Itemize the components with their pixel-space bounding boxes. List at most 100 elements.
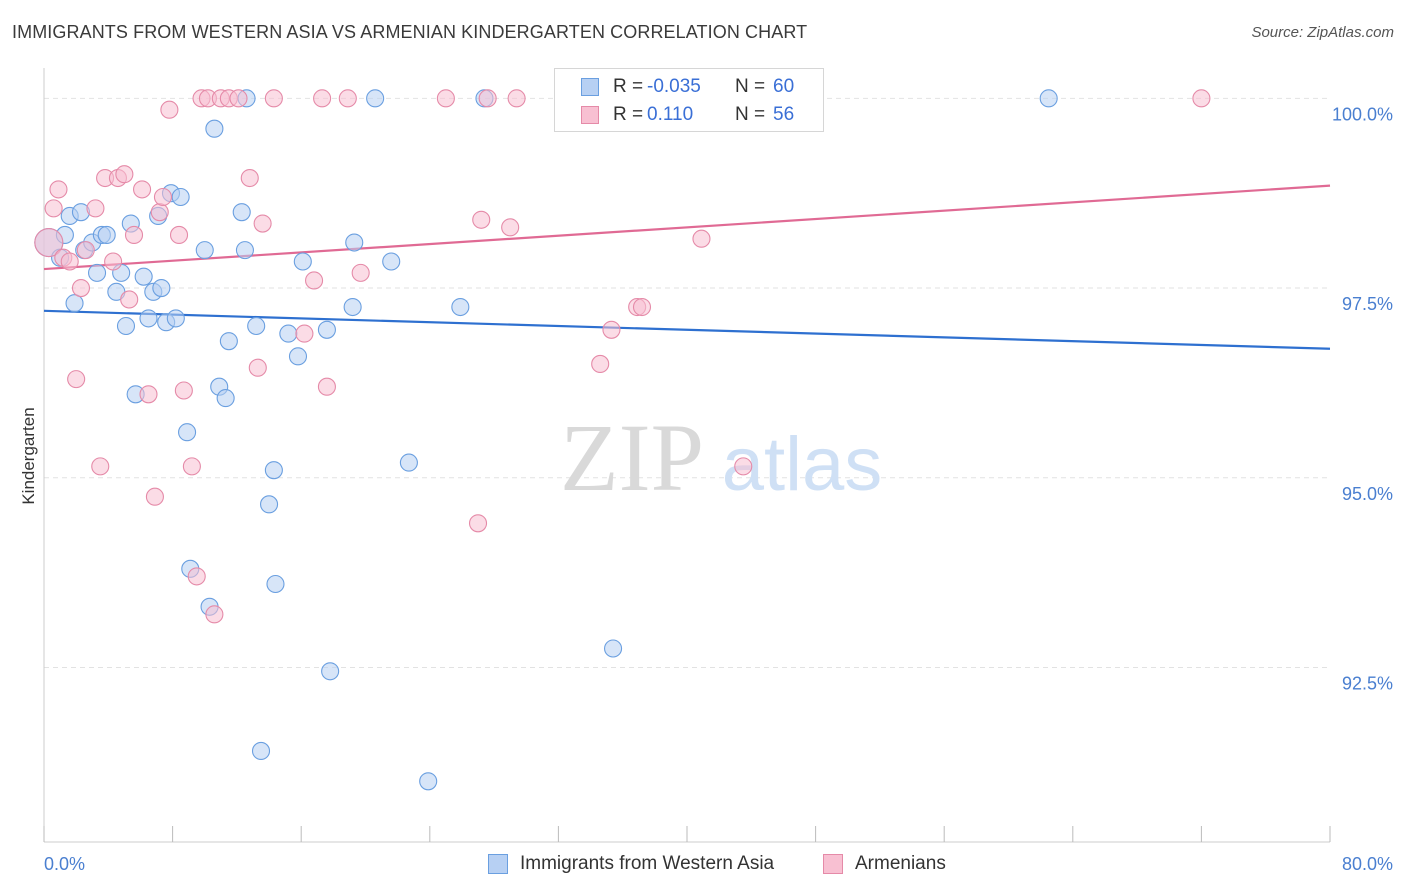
- data-point-armenians: [60, 252, 79, 271]
- data-point-western-asia: [216, 389, 235, 408]
- data-point-western-asia: [178, 423, 197, 442]
- data-point-armenians: [86, 199, 105, 218]
- legend-n-label: N =: [735, 104, 766, 125]
- data-point-armenians: [120, 290, 139, 309]
- tick-labels: 100.0% 97.5% 95.0% 92.5% 0.0% 80.0%: [44, 104, 1393, 874]
- data-point-armenians: [71, 279, 91, 298]
- data-point-armenians: [305, 271, 324, 290]
- data-point-armenians: [253, 214, 272, 233]
- data-point-armenians: [507, 89, 526, 108]
- data-point-western-asia: [205, 119, 224, 138]
- data-point-armenians: [229, 89, 248, 108]
- data-point-armenians: [240, 168, 259, 188]
- data-point-western-asia: [343, 297, 362, 317]
- data-point-armenians: [478, 89, 497, 108]
- data-point-armenians: [591, 354, 610, 373]
- data-point-western-asia: [171, 187, 190, 207]
- data-point-armenians: [468, 514, 488, 533]
- y-tick-label: 92.5%: [1342, 673, 1393, 693]
- data-point-western-asia: [87, 263, 107, 282]
- data-point-western-asia: [219, 332, 238, 351]
- data-point-western-asia: [251, 741, 271, 760]
- y-tick-label: 95.0%: [1342, 484, 1393, 504]
- data-point-armenians: [1192, 89, 1211, 108]
- legend-swatch-pink: [581, 106, 599, 124]
- chart-source: Source: ZipAtlas.com: [1251, 24, 1394, 41]
- legend-r-value: -0.035: [647, 76, 701, 97]
- x-tick-label: 0.0%: [44, 854, 85, 874]
- data-point-armenians: [67, 370, 86, 389]
- y-tick-label: 100.0%: [1332, 104, 1393, 124]
- data-point-western-asia: [152, 279, 171, 298]
- trend-line-armenians: [43, 184, 1331, 271]
- data-point-western-asia: [247, 316, 266, 336]
- data-point-armenians: [91, 457, 110, 476]
- data-point-armenians: [632, 297, 652, 317]
- data-point-western-asia: [259, 495, 279, 514]
- data-point-armenians: [602, 320, 621, 339]
- data-point-armenians: [160, 100, 179, 119]
- stats-legend: R = -0.035 N = 60 R = 0.110 N = 56: [554, 68, 824, 132]
- data-point-armenians: [104, 252, 123, 271]
- data-points: [34, 89, 1211, 791]
- series-label: Armenians: [855, 853, 946, 874]
- data-point-armenians: [115, 165, 134, 184]
- data-point-armenians: [139, 385, 158, 404]
- data-point-western-asia: [235, 241, 254, 260]
- data-point-western-asia: [451, 297, 470, 317]
- data-point-western-asia: [1039, 89, 1058, 108]
- legend-r-label: R =: [613, 104, 644, 125]
- data-point-armenians: [264, 89, 283, 108]
- legend-n-value: 60: [773, 76, 795, 97]
- grid-lines: [44, 97, 1330, 668]
- data-point-armenians: [169, 225, 189, 244]
- data-point-armenians: [338, 89, 357, 108]
- watermark: ZIP atlas: [560, 404, 882, 511]
- legend-r-label: R =: [613, 76, 644, 97]
- data-point-western-asia: [166, 309, 185, 328]
- data-point-armenians: [472, 210, 491, 229]
- data-point-armenians: [205, 605, 224, 624]
- data-point-armenians: [351, 263, 370, 282]
- data-point-armenians: [124, 225, 144, 244]
- data-point-armenians: [692, 229, 711, 248]
- data-point-armenians: [44, 199, 63, 218]
- data-point-western-asia: [264, 461, 283, 480]
- series-label: Immigrants from Western Asia: [520, 853, 775, 874]
- legend-row-armenians: R = 0.110 N = 56: [555, 100, 823, 128]
- data-point-armenians: [734, 457, 753, 476]
- data-point-western-asia: [382, 252, 401, 271]
- trend-lines: [43, 184, 1331, 350]
- data-point-western-asia: [116, 316, 136, 336]
- data-point-western-asia: [195, 241, 214, 260]
- legend-n-label: N =: [735, 76, 766, 97]
- data-point-western-asia: [266, 574, 285, 594]
- data-point-armenians: [153, 187, 173, 207]
- data-point-western-asia: [419, 772, 438, 791]
- trend-line-western-asia: [43, 309, 1331, 350]
- data-point-western-asia: [321, 662, 340, 681]
- legend-r-value: 0.110: [647, 104, 694, 125]
- data-point-western-asia: [139, 309, 158, 328]
- data-point-armenians: [436, 89, 455, 108]
- axes: [43, 68, 1331, 843]
- watermark-zip: ZIP: [560, 404, 704, 511]
- data-point-western-asia: [604, 639, 623, 658]
- data-point-western-asia: [345, 233, 364, 252]
- legend-row-western-asia: R = -0.035 N = 60: [555, 72, 823, 100]
- data-point-armenians: [187, 567, 206, 586]
- data-point-armenians: [248, 358, 267, 377]
- data-point-armenians: [133, 180, 152, 199]
- data-point-western-asia: [293, 252, 312, 271]
- data-point-armenians: [145, 487, 164, 506]
- series-legend: Immigrants from Western Asia Armenians: [0, 852, 1406, 878]
- data-point-armenians: [76, 241, 95, 260]
- data-point-armenians: [317, 377, 336, 396]
- y-axis-label: Kindergarten: [19, 407, 38, 504]
- data-point-western-asia: [134, 267, 153, 286]
- data-point-armenians: [295, 324, 314, 343]
- data-point-armenians: [313, 89, 332, 108]
- data-point-armenians: [34, 227, 64, 258]
- data-point-western-asia: [97, 225, 116, 244]
